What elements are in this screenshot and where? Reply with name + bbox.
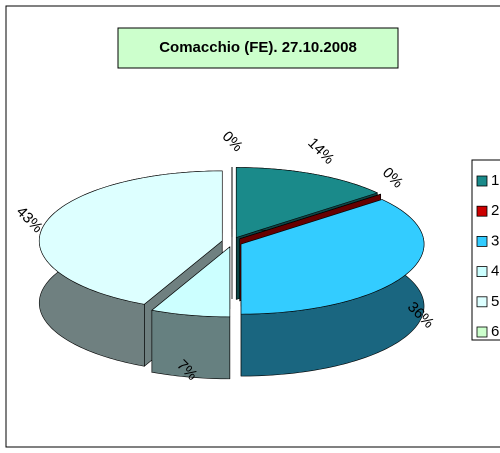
legend-label: 4 [491,263,499,280]
legend-label: 6 [491,323,499,340]
slice-top [235,167,379,238]
title-box [117,27,399,69]
pie-slice [151,246,231,380]
legend-label: 2 [491,202,499,219]
legend-swatch [476,235,488,247]
legend-label: 5 [491,293,499,310]
slice-top [38,170,223,305]
legend-swatch [476,205,488,217]
legend-swatch [476,296,488,308]
legend-label: 1 [491,172,499,189]
legend-swatch [476,266,488,278]
chart-title: Comacchio (FE). 27.10.2008 [159,39,357,56]
legend-label: 3 [491,232,499,249]
slice-top [240,199,425,315]
slice-top [151,246,231,318]
legend-box [471,159,500,341]
pie-slice [240,199,425,377]
pie [38,167,425,380]
legend-swatch [476,326,488,338]
legend-swatch [476,175,488,187]
